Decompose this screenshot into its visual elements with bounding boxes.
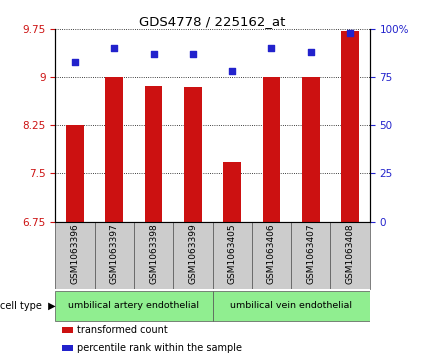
Text: cell type  ▶: cell type ▶: [0, 301, 55, 311]
Point: [229, 69, 235, 74]
Text: GSM1063396: GSM1063396: [71, 224, 79, 284]
Bar: [302, 77, 320, 221]
Bar: [55, 221, 94, 289]
Text: GSM1063405: GSM1063405: [228, 224, 237, 284]
Bar: [62, 345, 73, 351]
Text: umbilical vein endothelial: umbilical vein endothelial: [230, 301, 352, 310]
Point: [347, 30, 354, 36]
Text: transformed count: transformed count: [77, 325, 168, 335]
Bar: [331, 221, 370, 289]
Bar: [252, 221, 291, 289]
Point: [307, 49, 314, 55]
Point: [71, 59, 78, 65]
Point: [190, 51, 196, 57]
Bar: [66, 125, 84, 221]
Text: GSM1063408: GSM1063408: [346, 224, 354, 284]
Point: [150, 51, 157, 57]
Bar: [62, 327, 73, 333]
Bar: [94, 221, 134, 289]
Bar: [144, 86, 162, 221]
Bar: [263, 77, 280, 221]
Point: [111, 45, 118, 51]
Text: GSM1063407: GSM1063407: [306, 224, 315, 284]
Bar: [212, 291, 370, 321]
Bar: [173, 221, 212, 289]
Bar: [134, 221, 173, 289]
Bar: [55, 291, 212, 321]
Title: GDS4778 / 225162_at: GDS4778 / 225162_at: [139, 15, 286, 28]
Text: GSM1063398: GSM1063398: [149, 224, 158, 284]
Bar: [291, 221, 331, 289]
Text: GSM1063406: GSM1063406: [267, 224, 276, 284]
Bar: [105, 77, 123, 221]
Bar: [184, 87, 202, 221]
Bar: [223, 162, 241, 221]
Bar: [212, 221, 252, 289]
Text: GSM1063397: GSM1063397: [110, 224, 119, 284]
Bar: [341, 31, 359, 221]
Point: [268, 45, 275, 51]
Text: GSM1063399: GSM1063399: [188, 224, 197, 284]
Text: percentile rank within the sample: percentile rank within the sample: [77, 343, 242, 354]
Text: umbilical artery endothelial: umbilical artery endothelial: [68, 301, 199, 310]
